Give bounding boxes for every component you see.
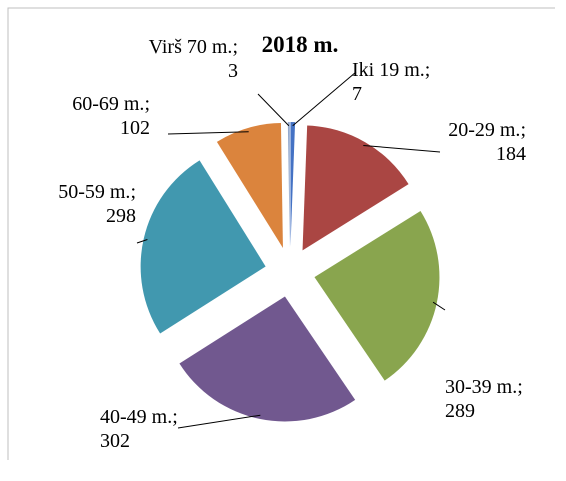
label-value: 7: [352, 83, 362, 105]
label-value: 184: [496, 143, 526, 165]
leader-line: [363, 144, 441, 153]
pie-slice: [290, 122, 296, 248]
data-label: 40-49 m.; 302: [100, 405, 192, 453]
pie-slice: [140, 160, 266, 334]
pie-slice: [216, 123, 283, 249]
label-separator: ;: [130, 181, 136, 203]
label-separator: ;: [172, 406, 178, 428]
chart-title: 2018 m.: [261, 32, 339, 57]
data-label: 60-69 m.; 102: [58, 92, 150, 140]
label-value: 102: [120, 117, 150, 139]
pie-slice: [287, 122, 290, 248]
label-separator: ;: [232, 36, 238, 58]
label-category: 60-69 m.: [72, 93, 145, 115]
label-separator: ;: [144, 93, 150, 115]
data-label: Virš 70 m.; 3: [146, 35, 238, 83]
data-label: 50-59 m.; 298: [44, 180, 136, 228]
label-value: 289: [445, 400, 475, 422]
label-category: 30-39 m.: [445, 376, 518, 398]
data-label: Iki 19 m.; 7: [352, 58, 444, 106]
label-value: 3: [228, 60, 238, 82]
label-category: 40-49 m.: [100, 406, 173, 428]
leader-line: [177, 414, 261, 429]
data-label: 20-29 m.; 184: [434, 118, 526, 166]
pie-slice: [179, 296, 356, 422]
label-category: Virš 70 m.: [148, 36, 233, 58]
label-category: 50-59 m.: [58, 181, 131, 203]
pie-slice: [302, 125, 409, 251]
pie-slice: [314, 210, 440, 381]
label-separator: ;: [424, 59, 431, 81]
data-label: 30-39 m.; 289: [445, 375, 537, 423]
label-separator: ;: [517, 376, 523, 398]
label-separator: ;: [520, 119, 526, 141]
leader-line: [432, 301, 446, 311]
label-category: 20-29 m.: [448, 119, 521, 141]
label-value: 298: [106, 205, 136, 227]
leader-line: [292, 71, 357, 127]
leader-line: [167, 131, 249, 135]
leader-line: [257, 93, 290, 127]
label-category: Iki 19 m.: [352, 59, 425, 81]
label-value: 302: [100, 430, 130, 452]
chart-border: [7, 7, 555, 460]
leader-line: [136, 239, 148, 244]
